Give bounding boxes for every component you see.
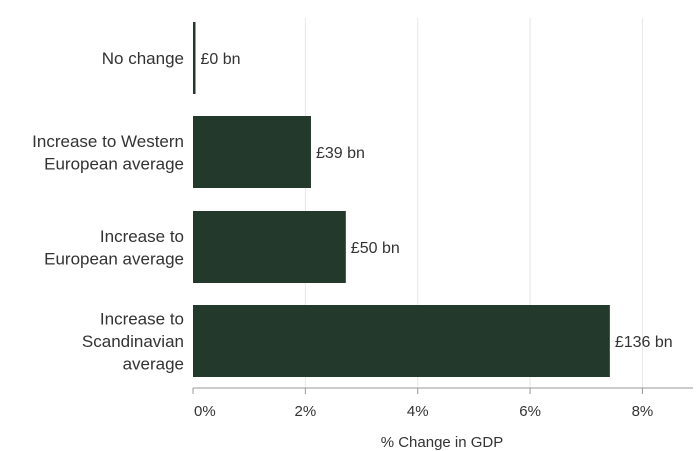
bar: [193, 116, 311, 188]
category-label: Increase to Western European average: [32, 132, 184, 174]
data-labels: £0 bn £39 bn £50 bn £136 bn: [201, 51, 673, 351]
x-axis: 0% 2% 4% 6% 8%: [192, 387, 693, 420]
bar-data-label: £0 bn: [201, 51, 241, 68]
category-label: Increase to European average: [44, 227, 184, 269]
bar-data-label: £136 bn: [615, 334, 673, 351]
x-tick-label: 6%: [519, 403, 541, 420]
bar: [193, 305, 610, 377]
bar: [193, 211, 346, 283]
bar-data-label: £50 bn: [351, 240, 400, 257]
x-tick-label: 0%: [194, 403, 216, 420]
x-tick-label: 8%: [632, 403, 654, 420]
bars: [193, 22, 610, 377]
x-tick-label: 4%: [407, 403, 429, 420]
bar: [193, 22, 196, 94]
x-tick-label: 2%: [295, 403, 317, 420]
x-axis-title: % Change in GDP: [381, 434, 504, 451]
bar-data-label: £39 bn: [316, 145, 365, 162]
category-label: No change: [102, 49, 184, 68]
category-labels: No change Increase to Western European ave…: [32, 49, 184, 374]
category-label: Increase to Scandinavian average: [82, 310, 184, 374]
